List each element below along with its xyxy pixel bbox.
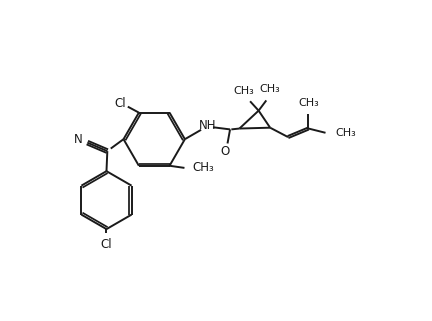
Text: Cl: Cl — [114, 97, 126, 110]
Text: CH₃: CH₃ — [260, 84, 280, 94]
Text: N: N — [73, 133, 82, 146]
Text: CH₃: CH₃ — [233, 86, 254, 96]
Text: NH: NH — [199, 119, 216, 133]
Text: CH₃: CH₃ — [335, 128, 356, 138]
Text: CH₃: CH₃ — [298, 98, 319, 108]
Text: CH₃: CH₃ — [193, 161, 214, 174]
Text: Cl: Cl — [101, 238, 112, 251]
Text: O: O — [220, 145, 229, 158]
